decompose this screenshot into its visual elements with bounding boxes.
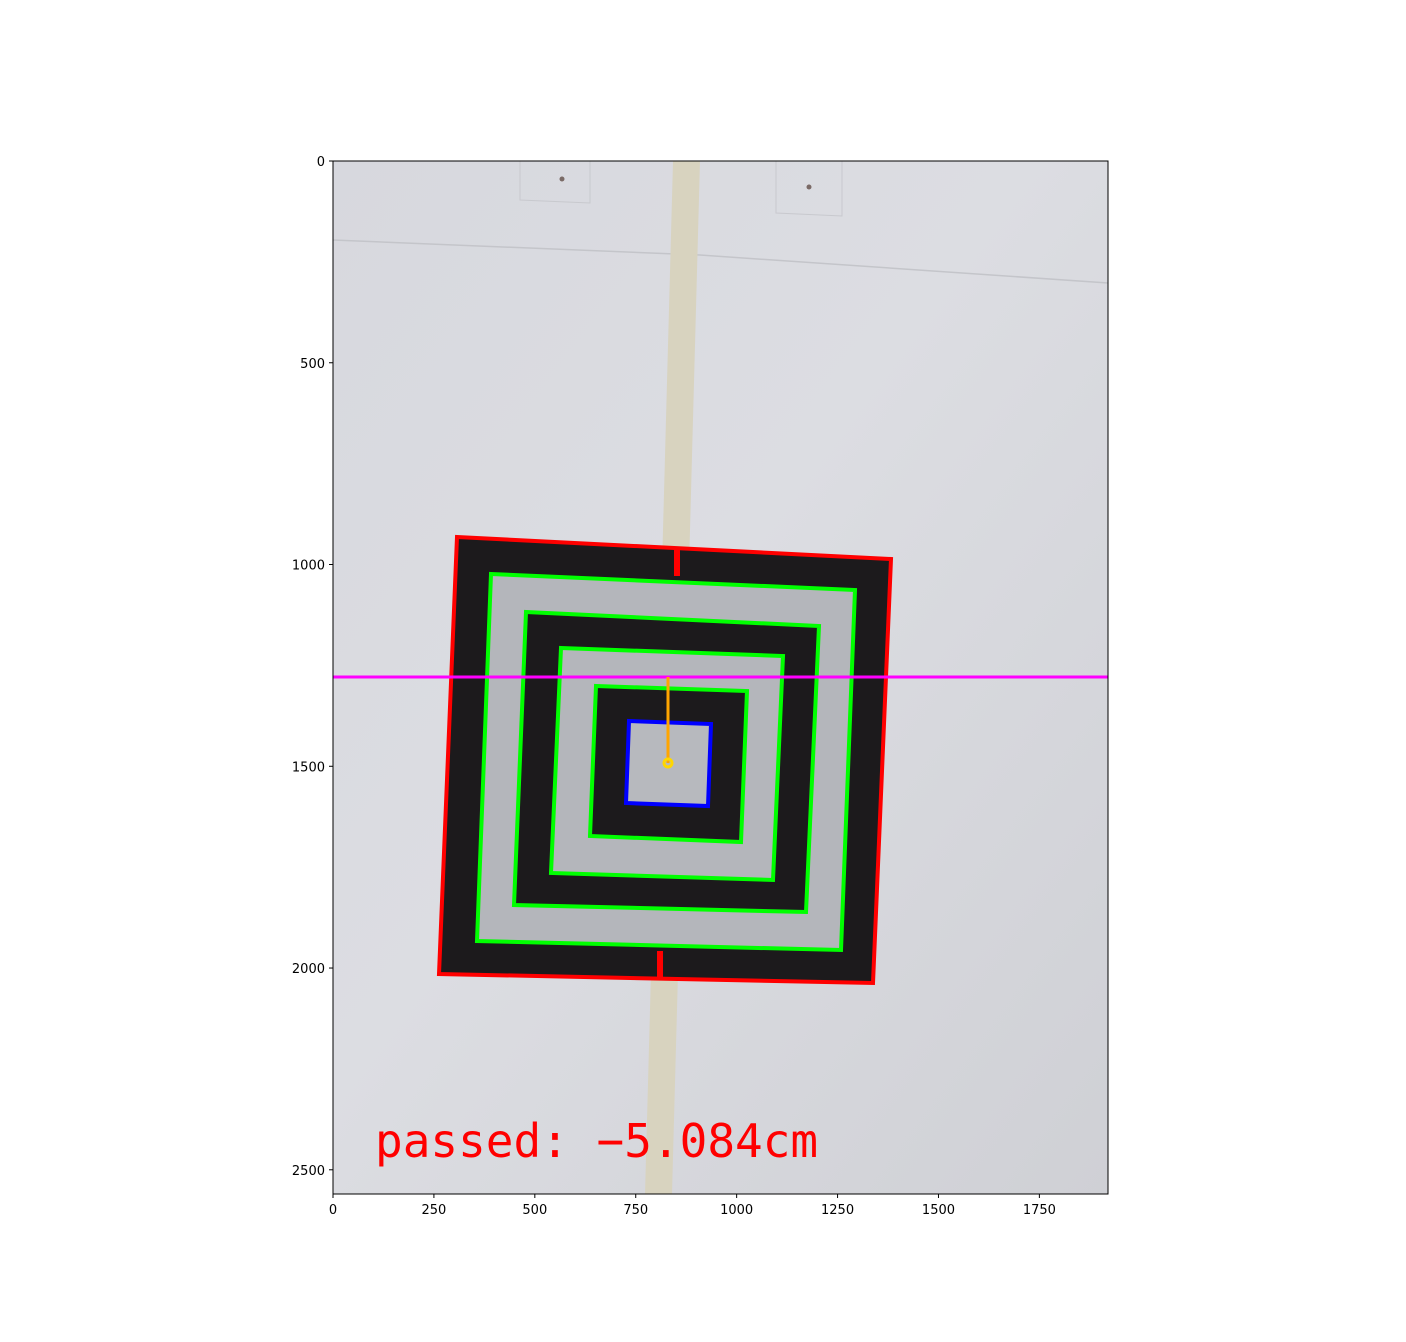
ring-contour [511, 609, 822, 915]
center-point [662, 757, 674, 769]
x-tick-label: 250 [421, 1203, 446, 1218]
x-tick-label: 1000 [720, 1203, 753, 1218]
y-tick-label: 0 [317, 155, 325, 170]
x-tick-label: 0 [329, 1203, 337, 1218]
x-tick-label: 1500 [922, 1203, 955, 1218]
ring-contour [548, 645, 786, 883]
y-tick-label: 1000 [292, 559, 325, 574]
y-axis: 0 500 1000 1500 2000 2500 [292, 155, 333, 1179]
y-tick-label: 1500 [292, 760, 325, 775]
y-tick-label: 500 [300, 357, 325, 372]
ring-contour [587, 683, 750, 845]
status-text: passed: −5.084cm [375, 1114, 818, 1168]
x-axis: 0 250 500 750 1000 1250 1500 1750 [329, 1194, 1056, 1218]
inner-contour [623, 718, 714, 809]
axes-frame [332, 160, 1109, 1195]
y-tick-label: 2000 [292, 962, 325, 977]
x-tick-label: 500 [522, 1203, 547, 1218]
x-tick-label: 1750 [1023, 1203, 1056, 1218]
outer-contour [436, 534, 894, 986]
y-tick-label: 2500 [292, 1164, 325, 1179]
ring-contour [474, 571, 858, 953]
x-tick-label: 1250 [821, 1203, 854, 1218]
x-tick-label: 750 [623, 1203, 648, 1218]
